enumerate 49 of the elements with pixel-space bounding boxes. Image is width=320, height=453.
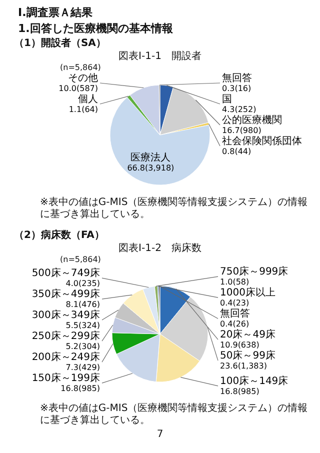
slice-label: 500床～749床 <box>32 267 100 280</box>
slice-label: 無回答 <box>220 308 250 320</box>
text: 1.回答した医療機関の基本情報 <box>18 22 174 36</box>
data-label: 0.3(16) <box>222 84 252 93</box>
slice-label: 1000床以上 <box>220 286 276 299</box>
slice-label: 150床～199床 <box>32 372 100 384</box>
chart-subtitle: (n=5,864) <box>60 255 102 265</box>
slice-label: 250床～299床 <box>32 330 100 342</box>
data-label: 66.8(3,918) <box>127 163 174 172</box>
slice-label: 50床～99床 <box>220 350 276 362</box>
data-label: 16.7(980) <box>222 126 262 135</box>
data-label: 16.8(985) <box>220 386 260 396</box>
data-label: 4.0(235) <box>66 279 100 288</box>
slice-label: 公的医療機関 <box>222 114 282 126</box>
slice-label: 200床～249床 <box>32 351 100 364</box>
text: 7 <box>156 429 164 441</box>
data-label: 1.0(58) <box>220 278 250 287</box>
text: （1）開設者（SA） <box>14 37 107 50</box>
slice-label: 350床～499床 <box>32 288 100 300</box>
data-label: 5.2(304) <box>66 342 100 352</box>
slice-label: 100床～149床 <box>220 374 288 387</box>
slice-label: 20床～49床 <box>220 328 276 341</box>
chart-title: 図表Ⅰ-1-2 病床数 <box>118 242 202 255</box>
text: ※表中の値はG-MIS（医療機関等情報支援システム）の情報に基づき算出している。 <box>40 403 308 427</box>
data-label: 10.9(638) <box>220 340 260 350</box>
text: （2）病床数（FA） <box>14 229 106 242</box>
data-label: 7.3(429) <box>66 363 100 372</box>
slice-label: 社会保険関係団体 <box>222 135 302 147</box>
data-label: 0.4(23) <box>220 298 250 308</box>
text: ※表中の値はG-MIS（医療機関等情報支援システム）の情報に基づき算出している。 <box>40 197 308 221</box>
data-label: 23.6(1,383) <box>220 362 267 371</box>
data-label: 8.1(476) <box>66 300 100 310</box>
data-label: 1.1(64) <box>68 105 98 114</box>
slice-label: その他 <box>68 72 98 84</box>
data-label: 10.0(587) <box>58 84 98 93</box>
text: Ⅰ.調査票Ａ結果 <box>18 6 94 20</box>
chart-subtitle: (n=5,864) <box>60 63 102 73</box>
slice-label: 医療法人 <box>130 151 171 164</box>
slice-label: 300床～349床 <box>32 309 100 322</box>
slice-label: 750床～999床 <box>220 266 288 278</box>
data-label: 0.4(26) <box>220 320 250 329</box>
slice-label: 無回答 <box>222 72 252 84</box>
slice-label: 個人 <box>78 94 98 105</box>
data-label: 0.8(44) <box>222 147 252 156</box>
data-label: 5.5(324) <box>66 321 100 330</box>
data-label: 16.8(985) <box>60 384 100 394</box>
chart-title: 図表Ⅰ-1-1 開設者 <box>118 50 202 63</box>
slice-label: 国 <box>222 94 232 105</box>
data-label: 4.3(252) <box>222 105 256 114</box>
